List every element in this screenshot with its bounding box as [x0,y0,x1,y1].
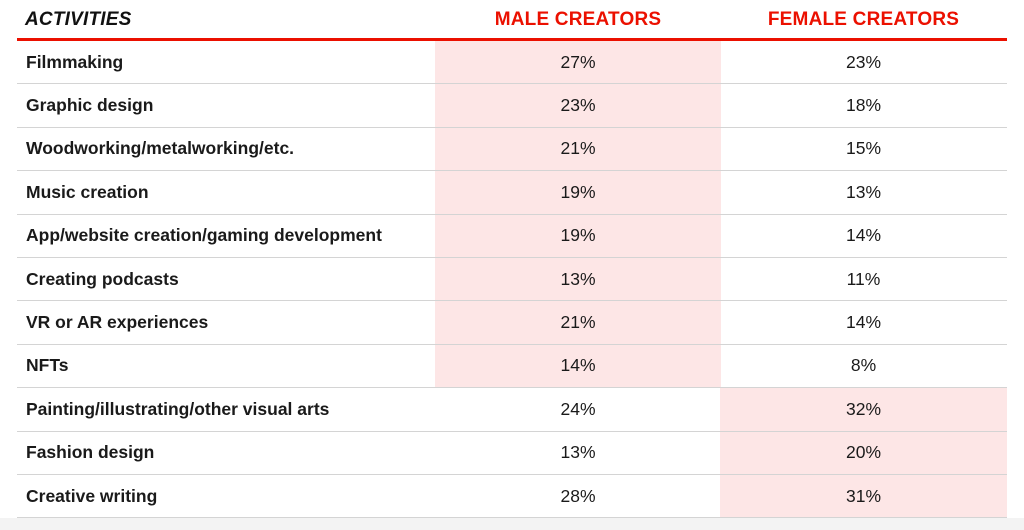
table-row: NFTs 14% 8% [17,344,1007,389]
table-row: VR or AR experiences 21% 14% [17,301,1007,345]
female-value-cell: 31% [720,474,1007,518]
table-row: Filmmaking 27% 23% [17,41,1007,85]
male-value-cell: 21% [435,127,721,171]
table-header: ACTIVITIES MALE CREATORS FEMALE CREATORS [17,0,1007,41]
creator-activities-table: ACTIVITIES MALE CREATORS FEMALE CREATORS… [17,0,1007,519]
column-header-male-creators: MALE CREATORS [494,9,662,30]
male-value-cell: 19% [435,214,721,257]
male-value-cell: 19% [435,171,721,214]
activity-cell: VR or AR experiences [26,312,209,333]
table-row: Music creation 19% 13% [17,171,1007,215]
activity-cell: Fashion design [26,442,155,463]
table-row: Creating podcasts 13% 11% [17,257,1007,302]
female-value-cell: 8% [850,355,877,376]
table-row: Painting/illustrating/other visual arts 2… [17,388,1007,432]
male-value-cell: 13% [435,257,721,301]
table-body: Filmmaking 27% 23% Graphic design 23% 18% Wood… [17,41,1007,519]
activity-cell: Woodworking/metalworking/etc. [26,138,295,159]
female-value-cell: 18% [845,95,882,116]
male-value-cell: 23% [435,84,721,127]
activity-cell: App/website creation/gaming development [26,225,382,246]
activity-cell: Music creation [26,181,149,202]
female-value-cell: 32% [720,388,1007,431]
footer-strip [0,518,1024,530]
female-value-cell: 15% [845,138,882,159]
activity-cell: Creative writing [26,485,158,506]
male-value-cell: 13% [560,442,596,463]
male-value-cell: 24% [560,398,596,419]
female-value-cell: 23% [845,51,882,72]
female-value-cell: 20% [720,431,1007,474]
table-row: Graphic design 23% 18% [17,84,1007,128]
male-value-cell: 14% [435,344,721,388]
female-value-cell: 13% [845,181,882,202]
male-value-cell: 21% [435,301,721,344]
activity-cell: Painting/illustrating/other visual arts [26,398,330,419]
male-value-cell: 27% [435,41,721,84]
activity-cell: Creating podcasts [26,268,179,289]
male-value-cell: 28% [560,485,596,506]
table-row: Creative writing 28% 31% [17,474,1007,519]
table-row: Woodworking/metalworking/etc. 21% 15% [17,127,1007,172]
table-row: Fashion design 13% 20% [17,431,1007,475]
female-value-cell: 11% [846,268,881,289]
activity-cell: Filmmaking [26,51,124,72]
column-header-activities: ACTIVITIES [25,9,132,30]
activity-cell: Graphic design [26,95,154,116]
table-row: App/website creation/gaming development 1… [17,214,1007,258]
column-header-female-creators: FEMALE CREATORS [767,9,960,30]
female-value-cell: 14% [845,225,882,246]
activity-cell: NFTs [26,355,69,376]
female-value-cell: 14% [845,312,882,333]
